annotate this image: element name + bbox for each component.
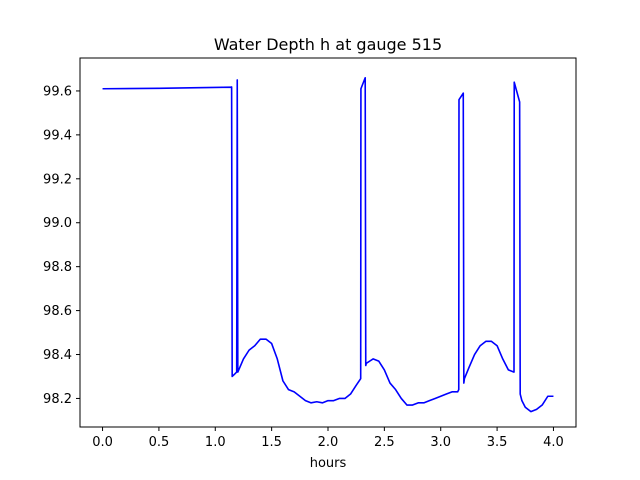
y-tick-label: 99.6 — [43, 84, 72, 99]
x-axis-label: hours — [310, 456, 347, 471]
axes-frame — [79, 57, 577, 428]
x-tick-label: 1.5 — [261, 435, 282, 450]
y-tick-label: 99.0 — [43, 216, 72, 231]
x-tick-label: 2.0 — [318, 435, 339, 450]
y-tick-label: 98.8 — [43, 260, 72, 275]
y-tick-label: 99.4 — [43, 128, 72, 143]
y-axis: 98.2 98.4 98.6 98.8 99.0 99.2 99.4 99.6 — [43, 84, 80, 407]
x-tick-label: 2.5 — [374, 435, 395, 450]
y-tick-label: 98.6 — [43, 304, 72, 319]
y-tick-label: 98.4 — [43, 348, 72, 363]
x-tick-label: 1.0 — [205, 435, 226, 450]
series-line-0 — [102, 76, 554, 413]
x-tick-label: 3.5 — [487, 435, 508, 450]
y-tick-label: 98.2 — [43, 392, 72, 407]
x-tick-label: 0.0 — [92, 435, 113, 450]
chart-title: Water Depth h at gauge 515 — [214, 35, 442, 54]
x-tick-label: 0.5 — [149, 435, 170, 450]
x-tick-label: 4.0 — [543, 435, 564, 450]
x-tick-label: 3.0 — [430, 435, 451, 450]
plot-area — [102, 76, 554, 413]
x-axis: 0.0 0.5 1.0 1.5 2.0 2.5 3.0 3.5 4.0 — [92, 427, 564, 450]
y-tick-label: 99.2 — [43, 172, 72, 187]
